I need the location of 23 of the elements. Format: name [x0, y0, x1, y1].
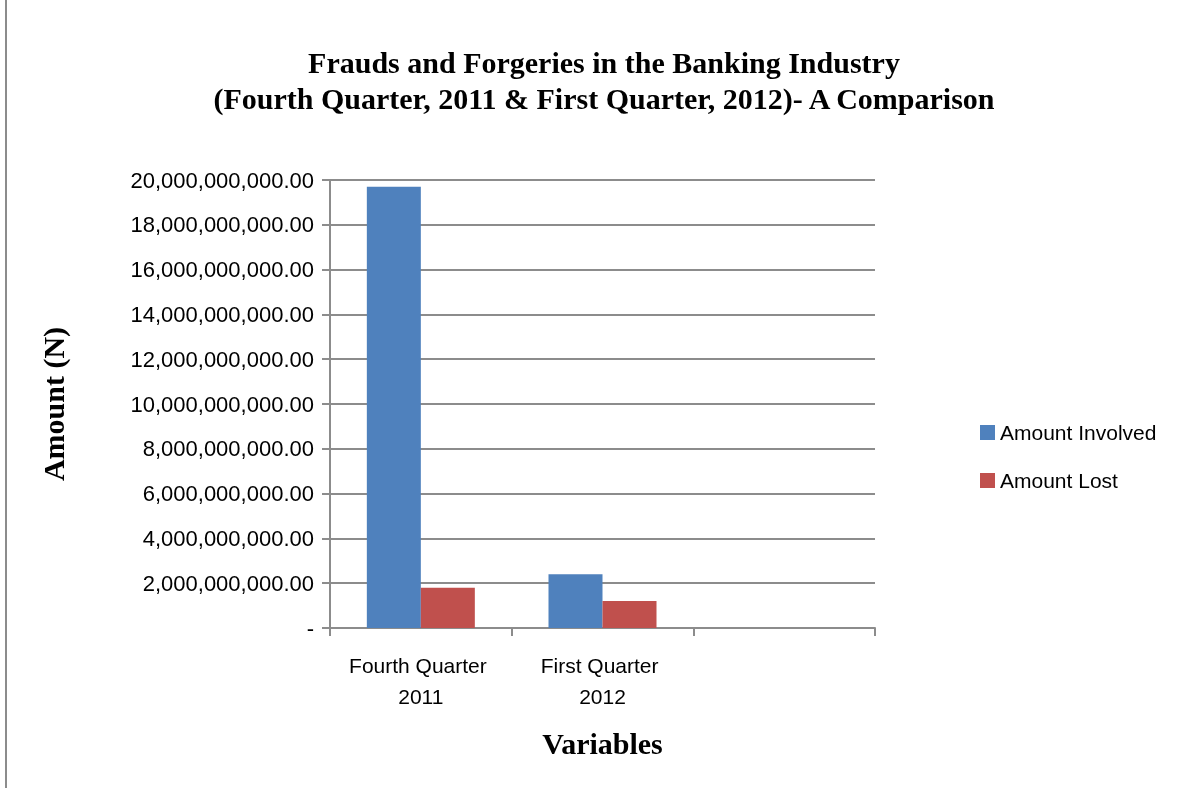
y-tick-label: 10,000,000,000.00	[130, 391, 314, 417]
x-tick-label: Fourth Quarter 2011	[349, 654, 493, 708]
legend-label: Amount Lost	[1000, 469, 1119, 492]
y-tick-label: 20,000,000,000.00	[130, 167, 314, 193]
y-tick-label: 14,000,000,000.00	[130, 301, 314, 327]
y-tick-label: 4,000,000,000.00	[142, 525, 314, 551]
y-tick-label: 6,000,000,000.00	[142, 481, 314, 507]
x-axis-title: Variables	[542, 726, 663, 760]
y-tick-label: 8,000,000,000.00	[142, 436, 314, 462]
bar	[420, 587, 475, 628]
bar	[366, 186, 421, 628]
chart-subtitle: (Fourth Quarter, 2011 & First Quarter, 2012)- A Comparison	[213, 81, 995, 116]
x-tick-label: First Quarter 2012	[540, 654, 665, 708]
chart-title: Frauds and Forgeries in the Banking Industry	[308, 45, 900, 79]
y-axis-title: Amount (N)	[36, 326, 71, 482]
y-tick-label: 16,000,000,000.00	[130, 257, 314, 283]
legend-label: Amount Involved	[1000, 421, 1157, 444]
y-tick-label: 2,000,000,000.00	[142, 570, 314, 596]
y-tick-label: 18,000,000,000.00	[130, 212, 314, 238]
y-tick-label: 12,000,000,000.00	[130, 346, 314, 372]
y-tick-label: -	[306, 615, 314, 641]
bar	[548, 574, 603, 628]
bar	[602, 601, 657, 628]
